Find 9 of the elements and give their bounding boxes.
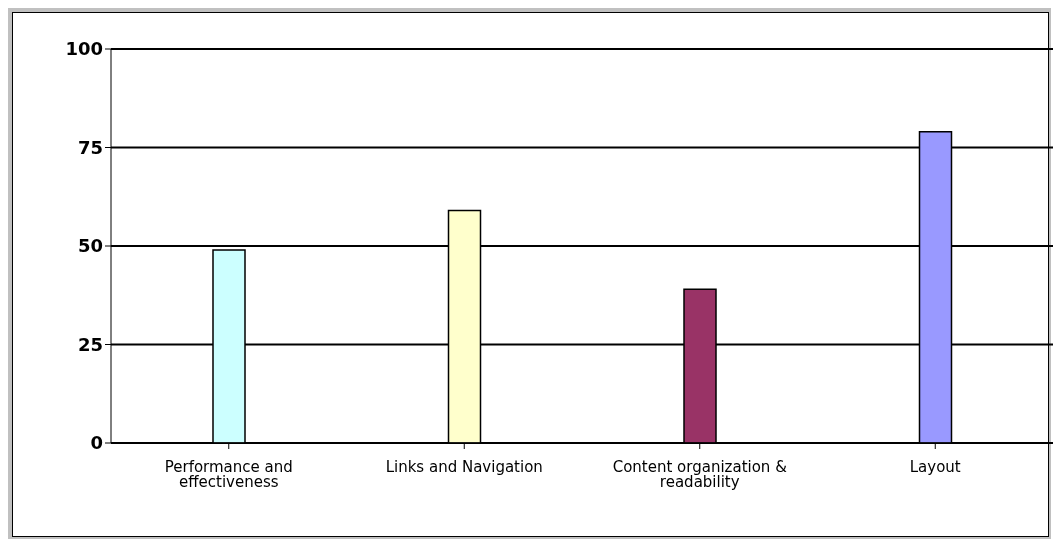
x-tick-label: Layout: [909, 457, 961, 476]
x-tick-label: Links and Navigation: [385, 457, 543, 476]
y-tick-label: 75: [77, 136, 103, 158]
x-tick-label: Performance and effectiveness: [164, 457, 293, 491]
y-tick-label: 100: [65, 38, 103, 60]
y-tick-label: 0: [90, 432, 103, 454]
x-tick-label: Content organization & readability: [612, 457, 788, 491]
y-tick-label: 25: [77, 333, 103, 355]
y-tick-label: 50: [77, 235, 103, 257]
